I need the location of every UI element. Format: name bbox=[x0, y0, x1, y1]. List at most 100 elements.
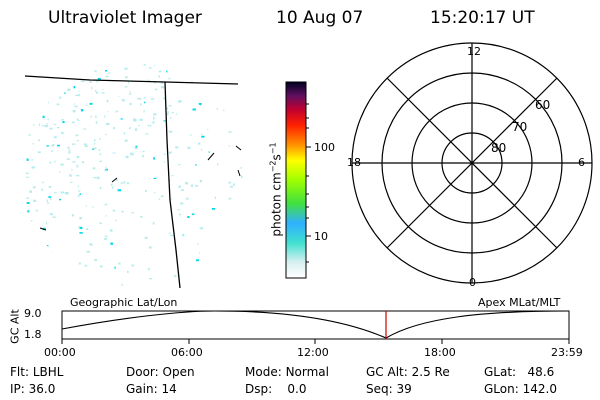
uv-speckle bbox=[86, 250, 90, 253]
uv-speckle bbox=[148, 67, 152, 69]
uv-speckle bbox=[166, 113, 169, 116]
uv-speckle bbox=[106, 99, 109, 103]
uv-speckle bbox=[190, 184, 193, 187]
uv-speckle bbox=[95, 89, 97, 92]
uv-speckle bbox=[240, 167, 242, 169]
uv-speckle bbox=[55, 260, 58, 262]
uv-speckle bbox=[201, 148, 203, 151]
uv-speckle bbox=[29, 229, 33, 231]
uv-speckle bbox=[129, 91, 132, 93]
mlt-label-0: 0 bbox=[469, 276, 476, 289]
uv-speckle bbox=[48, 186, 52, 188]
uv-speckle bbox=[171, 112, 174, 114]
uv-speckle bbox=[191, 72, 194, 74]
uv-speckle bbox=[59, 96, 62, 99]
uv-speckle bbox=[72, 110, 76, 113]
uv-speckle bbox=[104, 115, 106, 118]
uv-speckle bbox=[61, 118, 64, 121]
uv-speckle bbox=[52, 144, 55, 146]
uv-speckle bbox=[125, 76, 128, 79]
uv-speckle bbox=[49, 127, 53, 130]
uv-speckle bbox=[140, 103, 142, 106]
image-time: 15:20:17 UT bbox=[430, 8, 535, 28]
uv-speckle bbox=[115, 219, 117, 222]
uv-speckle bbox=[76, 156, 80, 159]
uv-speckle bbox=[63, 67, 67, 70]
time-tick: 00:00 bbox=[44, 346, 76, 359]
uv-speckle bbox=[154, 191, 156, 194]
colorbar-tick-100: 100 bbox=[314, 141, 335, 154]
uv-speckle bbox=[217, 67, 220, 69]
uv-speckle bbox=[180, 202, 184, 205]
uv-speckle bbox=[30, 220, 33, 222]
uv-speckle bbox=[89, 243, 93, 245]
uv-speckle bbox=[120, 182, 124, 184]
uv-speckle bbox=[145, 133, 149, 135]
uv-speckle bbox=[26, 127, 29, 130]
uv-speckle bbox=[25, 172, 29, 175]
uv-speckle bbox=[104, 203, 108, 206]
uv-speckle bbox=[124, 86, 128, 88]
uv-speckle bbox=[36, 90, 38, 92]
uv-speckle bbox=[42, 115, 45, 119]
uv-speckle bbox=[57, 265, 60, 267]
uv-speckle bbox=[31, 158, 33, 161]
uv-speckle bbox=[80, 109, 84, 112]
image-date: 10 Aug 07 bbox=[276, 8, 364, 28]
uv-speckle bbox=[91, 86, 93, 90]
uv-speckle bbox=[26, 202, 30, 204]
uv-speckle bbox=[93, 139, 96, 142]
uv-speckle bbox=[152, 222, 155, 225]
uv-speckle bbox=[142, 150, 145, 153]
uv-speckle bbox=[142, 155, 145, 158]
uv-speckle bbox=[61, 131, 64, 135]
uv-speckle bbox=[187, 216, 190, 218]
uv-speckle bbox=[228, 131, 232, 133]
uv-speckle bbox=[158, 198, 161, 200]
uv-speckle bbox=[22, 215, 26, 217]
uv-speckle bbox=[67, 146, 70, 149]
uv-speckle bbox=[31, 124, 35, 126]
uv-speckle bbox=[49, 198, 52, 200]
uv-speckle bbox=[137, 97, 140, 100]
uv-speckle bbox=[81, 161, 85, 164]
coast-mark bbox=[39, 227, 47, 231]
uv-speckle bbox=[168, 232, 171, 234]
uv-speckle bbox=[124, 67, 128, 70]
uv-speckle bbox=[84, 145, 88, 147]
uv-speckle bbox=[72, 143, 76, 145]
uv-speckle bbox=[166, 70, 168, 73]
uv-speckle bbox=[178, 100, 182, 103]
uv-speckle bbox=[147, 124, 150, 126]
uv-speckle bbox=[105, 133, 107, 136]
uv-speckle bbox=[158, 75, 160, 78]
mlat-label-60: 60 bbox=[535, 98, 551, 112]
uv-speckle bbox=[25, 61, 27, 62]
uv-speckle bbox=[24, 131, 28, 134]
uv-speckle bbox=[197, 142, 201, 145]
uv-speckle bbox=[33, 289, 34, 291]
uv-speckle bbox=[168, 77, 171, 80]
filter-info: Flt: LBHL bbox=[10, 365, 64, 379]
gc-alt-info: GC Alt: 2.5 Re bbox=[366, 365, 450, 379]
uv-speckle bbox=[88, 279, 91, 282]
uv-speckle bbox=[201, 135, 205, 138]
uv-speckle bbox=[22, 63, 24, 65]
uv-speckle bbox=[182, 71, 184, 74]
uv-speckle bbox=[228, 145, 231, 147]
uv-speckle bbox=[152, 121, 155, 124]
uv-speckle bbox=[68, 149, 71, 152]
uv-speckle bbox=[47, 101, 49, 104]
uv-speckle bbox=[190, 134, 192, 136]
uv-speckle bbox=[115, 110, 118, 113]
coast-mark bbox=[111, 177, 118, 183]
uv-speckle bbox=[68, 151, 71, 154]
uv-speckle bbox=[23, 119, 26, 121]
uv-speckle bbox=[102, 88, 104, 90]
uv-speckle bbox=[163, 161, 165, 163]
uv-speckle bbox=[27, 210, 30, 213]
uv-speckle bbox=[93, 177, 97, 179]
uv-speckle bbox=[185, 197, 189, 200]
coast-mark bbox=[207, 152, 215, 161]
uv-speckle bbox=[149, 246, 152, 249]
